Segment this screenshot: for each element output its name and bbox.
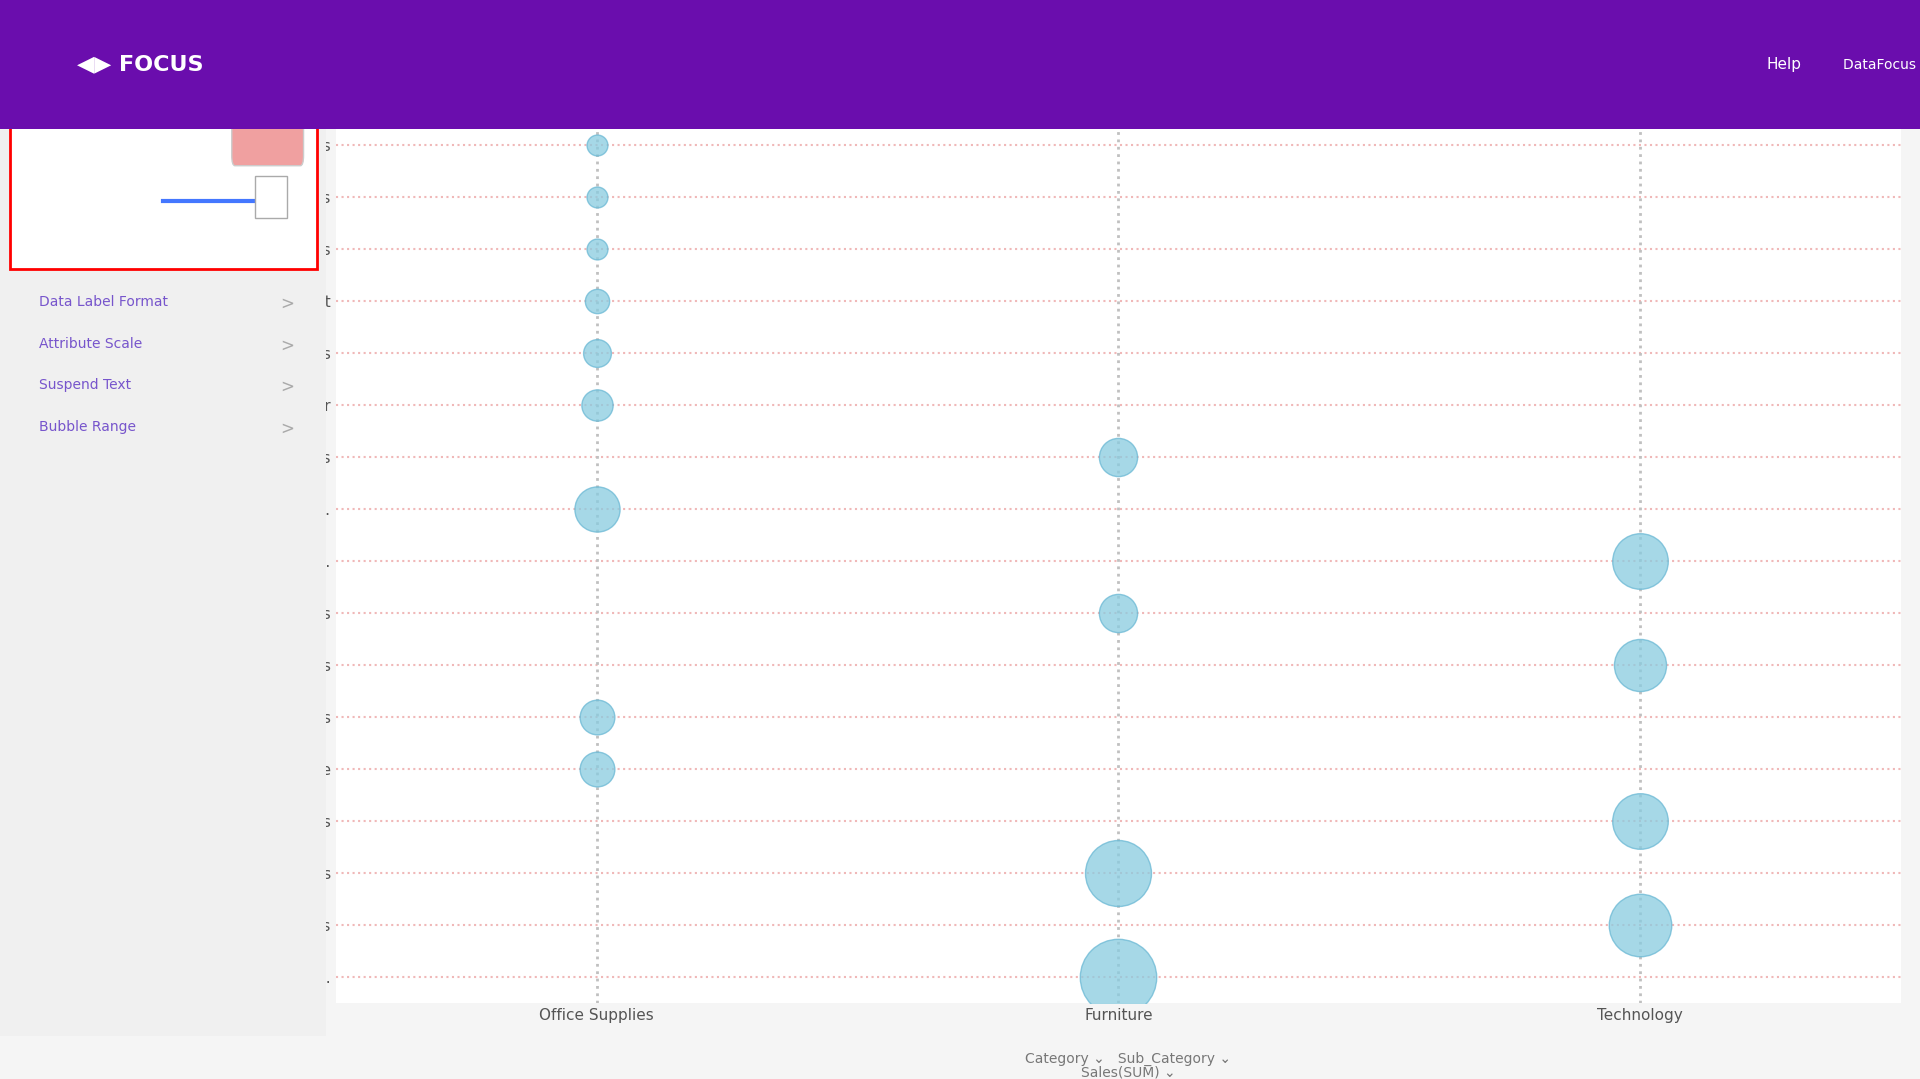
Point bbox=[582, 188, 612, 205]
Title: Sales Category Sub_Category: Sales Category Sub_Category bbox=[933, 79, 1304, 104]
Text: Width of grid l...: Width of grid l... bbox=[38, 170, 140, 183]
Text: Grid Line: Grid Line bbox=[33, 88, 104, 103]
Point bbox=[582, 501, 612, 518]
Text: Category ⌄   Sub_Category ⌄: Category ⌄ Sub_Category ⌄ bbox=[1025, 1052, 1231, 1066]
Point bbox=[582, 292, 612, 310]
FancyBboxPatch shape bbox=[10, 83, 317, 270]
Text: Help: Help bbox=[1766, 57, 1801, 72]
Text: Commons: Commons bbox=[38, 67, 109, 81]
FancyBboxPatch shape bbox=[232, 104, 303, 166]
Text: >: > bbox=[280, 67, 294, 85]
Point bbox=[582, 709, 612, 726]
Text: Attribute Scale: Attribute Scale bbox=[38, 337, 142, 351]
Text: >: > bbox=[280, 296, 294, 313]
Point bbox=[1624, 656, 1655, 673]
Point bbox=[1624, 917, 1655, 934]
Point bbox=[582, 136, 612, 153]
Point bbox=[1624, 812, 1655, 830]
Text: Color of grid li....: Color of grid li.... bbox=[38, 129, 144, 142]
Text: ◀▶ FOCUS: ◀▶ FOCUS bbox=[77, 55, 204, 74]
Point bbox=[582, 241, 612, 258]
Text: >: > bbox=[280, 378, 294, 396]
Point bbox=[582, 344, 612, 361]
FancyBboxPatch shape bbox=[255, 176, 288, 218]
Text: DataFocus ▼: DataFocus ▼ bbox=[1843, 58, 1920, 71]
Point bbox=[1624, 552, 1655, 570]
Point bbox=[582, 761, 612, 778]
Point bbox=[582, 396, 612, 413]
Text: Data Label Format: Data Label Format bbox=[38, 296, 169, 310]
Text: 4: 4 bbox=[267, 188, 275, 202]
Point bbox=[1102, 604, 1133, 622]
Point bbox=[1102, 969, 1133, 986]
Text: Suspend Text: Suspend Text bbox=[38, 378, 131, 392]
Point bbox=[1102, 449, 1133, 466]
Text: Set Chart Properties: Set Chart Properties bbox=[75, 26, 252, 41]
Text: Sales(SUM) ⌄: Sales(SUM) ⌄ bbox=[1081, 1066, 1175, 1079]
Text: >: > bbox=[280, 420, 294, 437]
Text: >: > bbox=[280, 337, 294, 355]
Text: Bubble Range: Bubble Range bbox=[38, 420, 136, 434]
Point bbox=[1102, 864, 1133, 882]
